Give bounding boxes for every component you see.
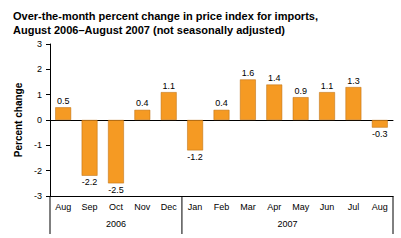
svg-text:Sep: Sep xyxy=(82,202,98,212)
svg-text:0.4: 0.4 xyxy=(215,98,228,108)
svg-text:Feb: Feb xyxy=(214,202,230,212)
svg-text:Jun: Jun xyxy=(320,202,335,212)
svg-text:-1: -1 xyxy=(34,140,42,150)
svg-text:2006: 2006 xyxy=(106,219,126,229)
svg-text:0.5: 0.5 xyxy=(57,96,70,106)
svg-text:Dec: Dec xyxy=(161,202,178,212)
svg-text:-0.3: -0.3 xyxy=(372,129,388,139)
svg-text:Nov: Nov xyxy=(134,202,151,212)
svg-text:1.6: 1.6 xyxy=(242,68,255,78)
svg-text:1.1: 1.1 xyxy=(162,81,175,91)
svg-text:2: 2 xyxy=(37,64,42,74)
svg-text:0: 0 xyxy=(37,115,42,125)
svg-text:Over-the-month percent change: Over-the-month percent change in price i… xyxy=(13,10,318,22)
svg-text:3: 3 xyxy=(37,39,42,49)
svg-text:-2.5: -2.5 xyxy=(108,185,124,195)
svg-text:August 2006–August 2007 (not s: August 2006–August 2007 (not seasonally … xyxy=(13,24,285,36)
svg-text:Oct: Oct xyxy=(109,202,124,212)
svg-text:0.9: 0.9 xyxy=(294,86,307,96)
svg-text:-2.2: -2.2 xyxy=(82,177,98,187)
svg-text:Aug: Aug xyxy=(372,202,388,212)
svg-text:-1.2: -1.2 xyxy=(187,152,203,162)
svg-text:0.4: 0.4 xyxy=(136,98,149,108)
svg-text:2007: 2007 xyxy=(277,219,297,229)
svg-text:1.4: 1.4 xyxy=(268,73,281,83)
svg-text:Mar: Mar xyxy=(240,202,256,212)
svg-text:Aug: Aug xyxy=(55,202,71,212)
svg-text:Percent change: Percent change xyxy=(13,82,24,157)
svg-text:-2: -2 xyxy=(34,166,42,176)
svg-text:Jan: Jan xyxy=(188,202,203,212)
svg-text:-3: -3 xyxy=(34,191,42,201)
svg-text:May: May xyxy=(292,202,310,212)
svg-text:1.1: 1.1 xyxy=(321,81,334,91)
svg-text:1.3: 1.3 xyxy=(347,76,360,86)
svg-text:1: 1 xyxy=(37,90,42,100)
svg-text:Apr: Apr xyxy=(267,202,281,212)
svg-text:Jul: Jul xyxy=(348,202,360,212)
